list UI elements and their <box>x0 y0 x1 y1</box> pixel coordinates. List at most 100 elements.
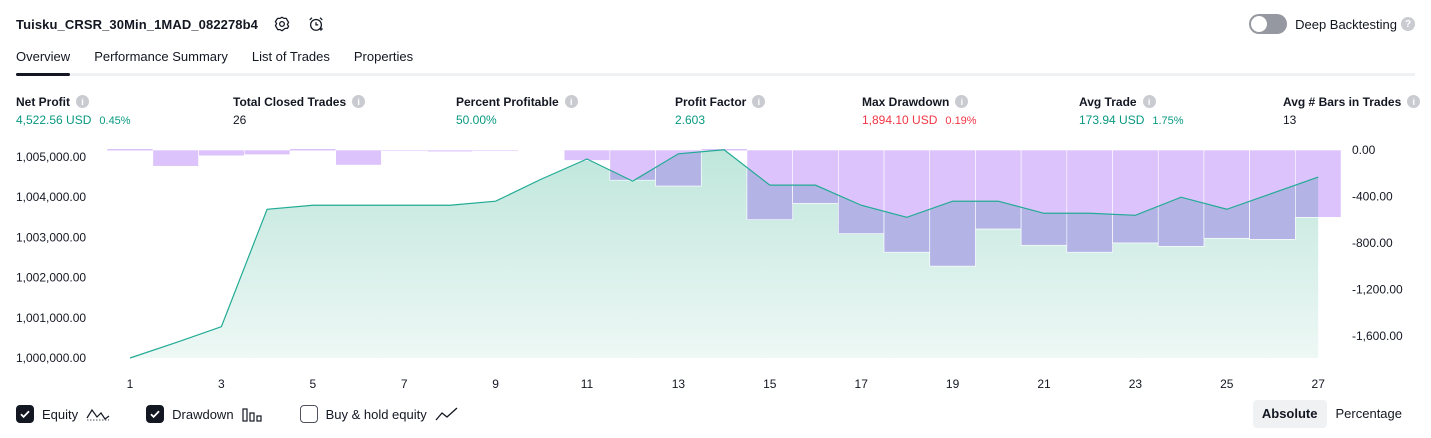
x-axis-tick: 3 <box>218 377 225 391</box>
metric-max-drawdown: Max Drawdown i 1,894.10 USD 0.19% <box>862 94 977 128</box>
buyhold-line-icon <box>435 406 459 422</box>
equity-area <box>130 149 1319 358</box>
value-mode-switch: Absolute Percentage <box>1252 400 1411 428</box>
drawdown-bars-icon <box>241 406 264 422</box>
legend-buy-hold-equity[interactable]: Buy & hold equity <box>299 405 459 423</box>
info-icon[interactable]: i <box>352 95 366 108</box>
metric-label: Avg # Bars in Trades <box>1283 94 1402 109</box>
tab-performance-summary[interactable]: Performance Summary <box>94 49 228 64</box>
drawdown-bar <box>243 149 291 155</box>
metric-percent: 1.75% <box>1152 115 1184 127</box>
strategy-header: Tuisku_CRSR_30Min_1MAD_082278b4 <box>16 12 326 36</box>
equity-line-icon <box>86 406 110 422</box>
tab-overview[interactable]: Overview <box>16 46 71 76</box>
metric-label: Profit Factor <box>675 94 747 109</box>
drawdown-bar <box>518 149 565 151</box>
right-axis-tick: -400.00 <box>1352 189 1393 203</box>
metric-value: 173.94 USD <box>1079 113 1145 127</box>
left-axis-tick: 1,000,000.00 <box>16 351 86 365</box>
x-axis-tick: 21 <box>1037 377 1051 391</box>
metric-value: 13 <box>1283 113 1297 127</box>
drawdown-bar <box>107 149 153 151</box>
add-alert-clock-icon[interactable] <box>306 14 326 34</box>
metric-label: Percent Profitable <box>456 94 559 109</box>
metric-value: 1,894.10 USD <box>862 113 938 127</box>
info-icon[interactable]: i <box>564 95 578 108</box>
drawdown-bar <box>289 149 336 151</box>
info-icon[interactable]: i <box>955 95 969 108</box>
left-axis-tick: 1,002,000.00 <box>16 271 86 285</box>
x-axis-tick: 25 <box>1220 377 1234 391</box>
drawdown-checkbox[interactable] <box>146 405 165 423</box>
x-axis-tick: 23 <box>1129 377 1143 391</box>
percentage-button[interactable]: Percentage <box>1335 406 1403 421</box>
toggle-knob <box>1251 16 1268 32</box>
x-axis-tick: 19 <box>946 377 960 391</box>
strategy-name: Tuisku_CRSR_30Min_1MAD_082278b4 <box>16 16 259 32</box>
help-icon[interactable]: ? <box>1401 17 1415 31</box>
metrics-row: Net Profit i 4,522.56 USD 0.45% Total Clos… <box>0 94 1431 134</box>
x-axis-tick: 1 <box>127 377 134 391</box>
metric-value: 50.00% <box>456 113 497 127</box>
legend-buy-hold-label: Buy & hold equity <box>325 406 427 422</box>
left-axis-tick: 1,005,000.00 <box>16 150 86 164</box>
x-axis-tick: 15 <box>763 377 777 391</box>
buy-hold-checkbox[interactable] <box>299 405 318 423</box>
metric-net-profit: Net Profit i 4,522.56 USD 0.45% <box>16 94 131 128</box>
drawdown-bar <box>335 149 382 166</box>
x-axis-tick: 7 <box>401 377 408 391</box>
drawdown-bar <box>381 149 428 152</box>
metric-profit-factor: Profit Factor i 2.603 <box>675 94 766 127</box>
metric-label: Total Closed Trades <box>233 94 347 109</box>
tab-properties[interactable]: Properties <box>353 49 414 64</box>
deep-backtesting-label: Deep Backtesting <box>1295 16 1397 32</box>
legend-equity-label: Equity <box>42 406 79 422</box>
metric-label: Max Drawdown <box>862 94 950 109</box>
left-axis-tick: 1,004,000.00 <box>16 190 86 204</box>
absolute-button[interactable]: Absolute <box>1252 400 1327 428</box>
x-axis-tick: 9 <box>492 377 499 391</box>
metric-label: Net Profit <box>16 94 70 109</box>
right-axis-tick: -800.00 <box>1352 236 1393 250</box>
legend-drawdown-label: Drawdown <box>172 406 234 422</box>
metric-percent-profitable: Percent Profitable i 50.00% <box>456 94 578 127</box>
x-axis-tick: 13 <box>672 377 686 391</box>
equity-line <box>129 149 1319 359</box>
right-axis-tick: -1,600.00 <box>1352 329 1403 343</box>
equity-drawdown-chart[interactable]: 1,000,000.00 1,001,000.00 1,002,000.00 1,00… <box>0 140 1431 395</box>
metric-avg-bars-in-trades: Avg # Bars in Trades i 13 <box>1283 94 1421 127</box>
metric-avg-trade: Avg Trade i 173.94 USD 1.75% <box>1079 94 1184 128</box>
info-icon[interactable]: i <box>1407 95 1421 108</box>
metric-value: 2.603 <box>675 113 706 127</box>
x-axis-tick: 5 <box>309 377 316 391</box>
right-axis-tick: 0.00 <box>1352 143 1376 157</box>
legend-equity[interactable]: Equity <box>16 405 110 423</box>
deep-backtesting: Deep Backtesting ? <box>1249 12 1415 36</box>
drawdown-bar <box>198 149 245 157</box>
x-axis-tick: 11 <box>581 377 594 391</box>
left-axis-tick: 1,001,000.00 <box>16 311 86 325</box>
drawdown-bar <box>472 149 519 152</box>
x-axis-tick: 17 <box>855 377 869 391</box>
right-axis-tick: -1,200.00 <box>1352 282 1403 296</box>
report-tabs: Overview Performance Summary List of Tra… <box>16 46 1415 76</box>
chart-legend: Equity Drawdown Buy & hold equity <box>16 404 495 424</box>
settings-gear-icon[interactable] <box>272 14 292 34</box>
drawdown-bar <box>426 149 474 153</box>
metric-label: Avg Trade <box>1079 94 1137 109</box>
legend-drawdown[interactable]: Drawdown <box>146 405 263 423</box>
metric-percent: 0.19% <box>945 115 977 127</box>
info-icon[interactable]: i <box>1142 95 1156 108</box>
metric-percent: 0.45% <box>99 115 131 127</box>
drawdown-bar <box>152 149 199 167</box>
deep-backtesting-toggle[interactable] <box>1249 14 1288 34</box>
left-axis-tick: 1,003,000.00 <box>16 230 86 244</box>
metric-total-closed-trades: Total Closed Trades i 26 <box>233 94 366 127</box>
metric-value: 26 <box>233 113 247 127</box>
x-axis-tick: 27 <box>1312 377 1326 391</box>
info-icon[interactable]: i <box>76 95 89 108</box>
tab-list-of-trades[interactable]: List of Trades <box>251 49 330 64</box>
metric-value: 4,522.56 USD <box>16 113 92 127</box>
equity-checkbox[interactable] <box>16 405 34 423</box>
info-icon[interactable]: i <box>752 95 766 108</box>
